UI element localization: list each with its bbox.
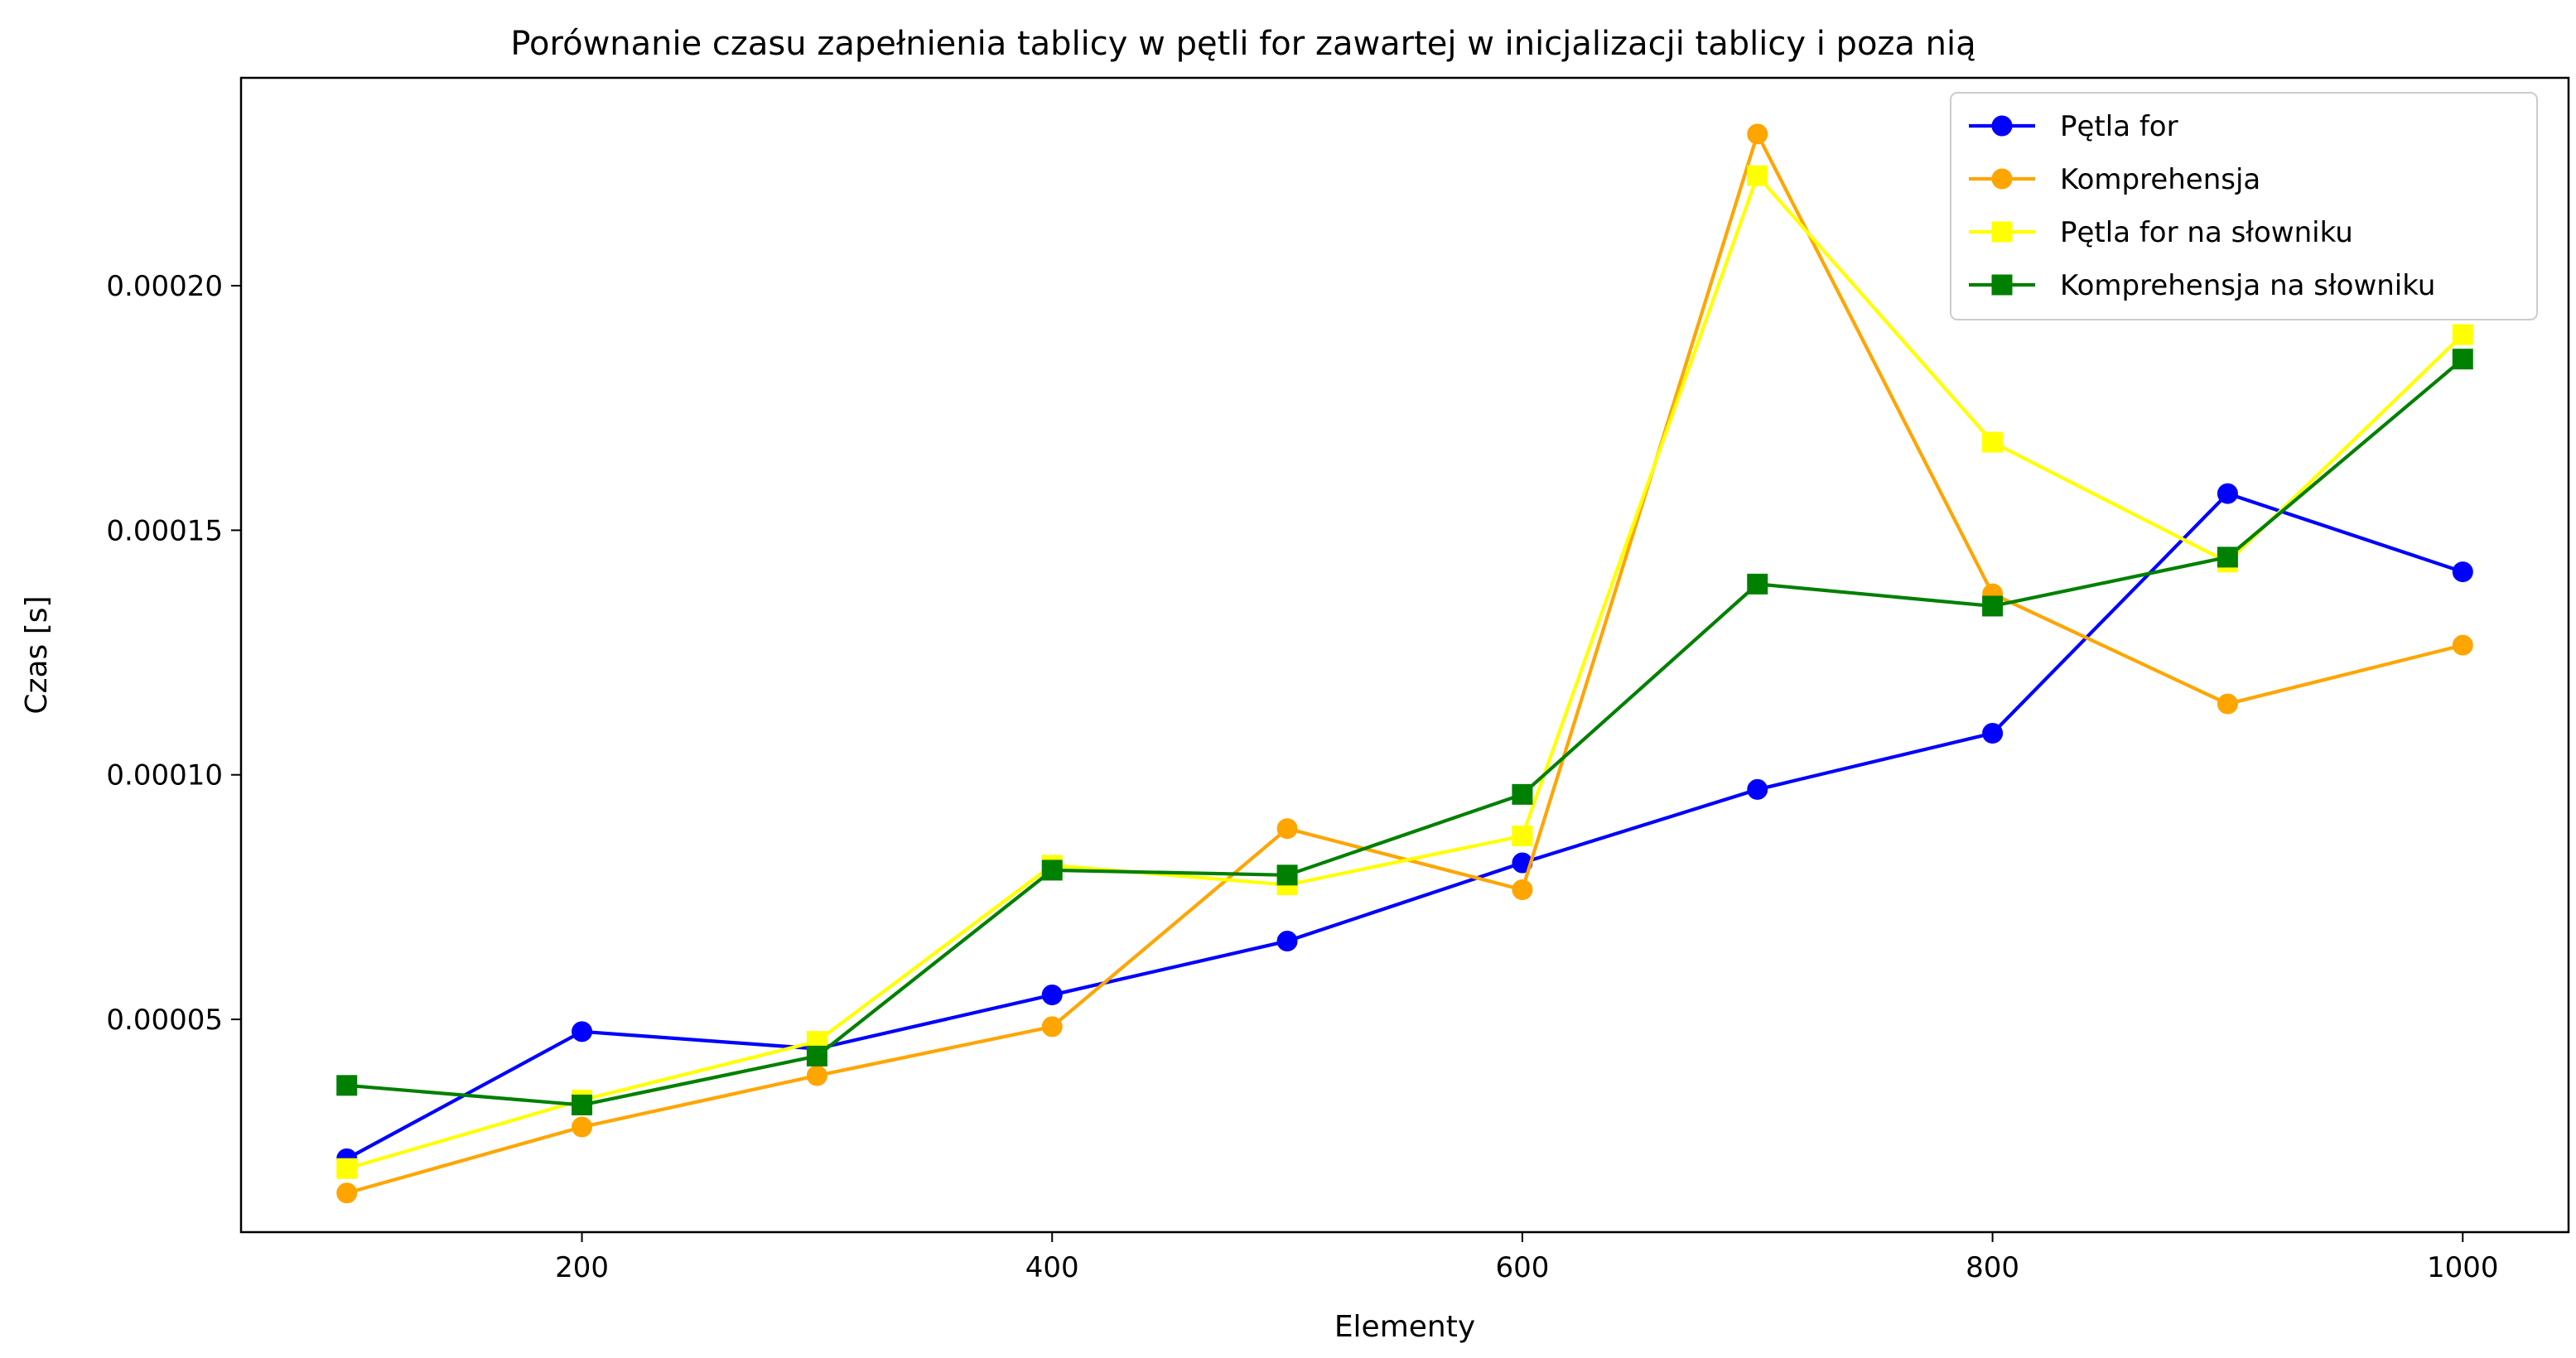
x-tick-label: 600 <box>1495 1251 1549 1284</box>
series-1 <box>336 483 2473 1169</box>
data-point <box>806 1045 827 1067</box>
legend-marker <box>1991 168 2013 190</box>
data-point <box>336 1158 358 1179</box>
series-line <box>346 358 2464 1107</box>
data-point <box>2452 324 2473 345</box>
x-axis: 200 400 600 800 1000 <box>555 1232 2499 1284</box>
chart-title: Porównanie czasu zapełnienia tablicy w p… <box>510 25 1975 63</box>
data-point <box>1512 879 1533 901</box>
y-tick-label: 0.00010 <box>106 759 223 792</box>
legend-item: Pętla for na słowniku <box>1969 216 2353 249</box>
data-point <box>572 1116 593 1138</box>
data-point <box>1276 818 1298 840</box>
data-point <box>1276 931 1298 952</box>
legend-marker <box>1991 115 2013 137</box>
data-point <box>2452 349 2473 370</box>
data-point <box>1747 165 1768 186</box>
series-4 <box>336 349 2473 1115</box>
data-point <box>1276 864 1298 886</box>
legend-label: Pętla for <box>2060 110 2178 143</box>
data-point <box>1982 595 2004 617</box>
x-tick-label: 800 <box>1966 1251 2019 1284</box>
series-layer <box>336 123 2473 1204</box>
legend-marker <box>1991 274 2013 296</box>
data-point <box>1982 431 2004 453</box>
data-point <box>2217 483 2238 504</box>
data-point <box>1747 573 1768 595</box>
legend-item: Pętla for <box>1969 110 2178 143</box>
legend-label: Pętla for na słowniku <box>2060 216 2353 249</box>
data-point <box>572 1021 593 1043</box>
legend-label: Komprehensja na słowniku <box>2060 269 2435 302</box>
x-tick-label: 1000 <box>2427 1251 2499 1284</box>
y-tick-label: 0.00015 <box>106 514 223 547</box>
plot-area-frame <box>239 76 2570 1234</box>
y-tick-label: 0.00005 <box>106 1004 223 1037</box>
y-axis-label: Czas [s] <box>20 595 54 714</box>
data-point <box>806 1065 827 1086</box>
y-axis: 0.00005 0.00010 0.00015 0.00020 <box>106 270 241 1037</box>
data-point <box>1041 985 1063 1006</box>
legend-label: Komprehensja <box>2060 163 2260 196</box>
series-line <box>345 491 2463 1161</box>
series-line <box>346 174 2464 1171</box>
data-point <box>2217 693 2238 715</box>
data-point <box>1512 783 1533 805</box>
x-tick-label: 400 <box>1025 1251 1079 1284</box>
data-point <box>2452 561 2473 583</box>
data-point <box>336 1075 358 1096</box>
data-point <box>2217 547 2238 568</box>
y-tick-label: 0.00020 <box>106 270 223 303</box>
legend-frame <box>1950 92 2538 320</box>
data-point <box>1041 1016 1063 1038</box>
data-point <box>336 1182 358 1204</box>
data-point <box>1747 778 1768 800</box>
data-point <box>572 1094 593 1115</box>
data-point <box>1512 826 1533 847</box>
legend-item: Komprehensja <box>1969 163 2260 196</box>
data-point <box>1747 123 1768 145</box>
legend: Pętla for Komprehensja Pętla for na słowni… <box>1950 92 2538 320</box>
data-point <box>1041 860 1063 881</box>
legend-item: Komprehensja na słowniku <box>1969 269 2435 302</box>
x-tick-label: 200 <box>555 1251 609 1284</box>
x-axis-label: Elementy <box>1334 1310 1475 1344</box>
legend-marker <box>1991 221 2013 243</box>
data-point <box>2452 634 2473 656</box>
data-point <box>1982 723 2004 744</box>
